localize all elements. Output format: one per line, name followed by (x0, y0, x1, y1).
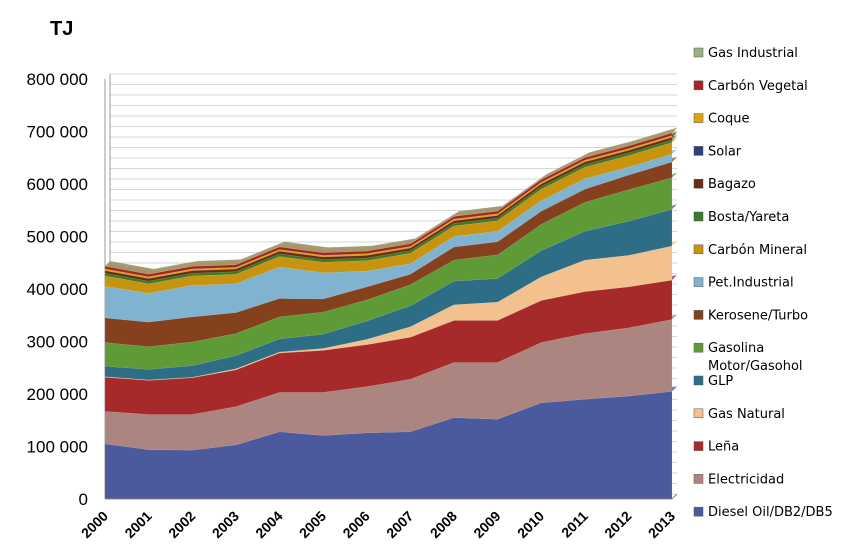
x-tick-label: 2010 (514, 508, 547, 541)
legend-item: Gas Industrial (693, 46, 798, 61)
legend-label-cont: Motor/Gasohol (708, 359, 803, 374)
legend-label: Gasolina (708, 341, 764, 356)
legend-item: Electricidad (693, 472, 784, 487)
y-tick-label: 500 000 (27, 228, 88, 247)
x-tick-label: 2007 (383, 508, 416, 541)
x-tick-label: 2011 (558, 508, 591, 541)
x-tick-label: 2012 (601, 508, 634, 541)
legend-item: Diesel Oil/DB2/DB5 (693, 505, 833, 520)
legend-item: Gas Natural (693, 407, 785, 422)
legend-swatch (693, 146, 704, 156)
legend: Gas Industrial Carbón Vegetal Coque Solar Ba… (693, 46, 833, 520)
legend-swatch (693, 277, 704, 287)
y-tick-label: 800 000 (27, 70, 88, 89)
legend-item: Leña (693, 440, 739, 455)
legend-label: Gas Natural (708, 407, 785, 422)
y-axis: 0 100 000 200 000 300 000 400 000 500 000 600 … (27, 70, 88, 509)
legend-swatch (693, 375, 704, 386)
legend-swatch (693, 47, 704, 58)
area-ridge (105, 127, 677, 274)
x-tick-label: 2006 (339, 508, 372, 541)
legend-swatch (693, 211, 704, 222)
x-tick-label: 2005 (296, 508, 329, 541)
legend-swatch (693, 178, 704, 189)
x-tick-label: 2003 (209, 508, 242, 541)
x-tick-label: 2002 (165, 508, 198, 541)
legend-label: Bagazo (708, 177, 756, 192)
legend-swatch (693, 342, 704, 353)
legend-item: Bosta/Yareta (693, 210, 789, 225)
areas (104, 127, 677, 500)
legend-label: Carbón Mineral (708, 243, 807, 258)
legend-item: Bagazo (693, 177, 756, 192)
area-series (104, 208, 673, 381)
legend-label: GLP (708, 374, 733, 389)
legend-label: Leña (708, 440, 739, 455)
x-tick-label: 2009 (470, 508, 503, 541)
x-tick-label: 2008 (427, 508, 460, 541)
legend-label: Coque (708, 112, 750, 127)
legend-item: GLP (693, 374, 733, 389)
y-tick-label: 100 000 (27, 438, 88, 457)
x-tick-label: 2013 (645, 508, 678, 541)
legend-swatch (693, 408, 704, 419)
area-series (104, 136, 673, 279)
x-tick-label: 2000 (78, 508, 111, 541)
legend-label: Solar (708, 144, 742, 159)
x-tick-label: 2001 (121, 508, 154, 541)
floor-edge (671, 493, 678, 500)
legend-label: Gas Industrial (708, 46, 798, 61)
legend-swatch (693, 80, 704, 91)
legend-item: Gasolina Motor/Gasohol (693, 341, 803, 374)
legend-label: Kerosene/Turbo (708, 308, 808, 323)
y-tick-label: 200 000 (27, 385, 88, 404)
legend-label: Diesel Oil/DB2/DB5 (708, 505, 833, 520)
legend-item: Pet.Industrial (693, 276, 794, 291)
y-tick-label: 700 000 (27, 123, 88, 142)
legend-item: Kerosene/Turbo (693, 308, 808, 323)
y-tick-label: 600 000 (27, 175, 88, 194)
legend-swatch (693, 310, 704, 320)
legend-item: Carbón Vegetal (693, 79, 808, 94)
legend-label: Electricidad (708, 472, 784, 487)
legend-swatch (693, 506, 704, 517)
legend-label: Bosta/Yareta (708, 210, 789, 225)
unit-label: TJ (50, 18, 74, 40)
legend-item: Coque (693, 112, 750, 127)
legend-swatch (693, 244, 704, 255)
area-series (104, 279, 673, 415)
y-tick-label: 400 000 (27, 280, 88, 299)
y-tick-label: 300 000 (27, 333, 88, 352)
legend-swatch (693, 474, 704, 484)
legend-item: Carbón Mineral (693, 243, 807, 258)
legend-label: Pet.Industrial (708, 276, 794, 291)
area-series (104, 177, 673, 370)
y-tick-label: 0 (79, 490, 88, 509)
x-tick-label: 2004 (252, 508, 285, 541)
legend-swatch (693, 113, 704, 123)
legend-item: Solar (693, 144, 742, 159)
legend-label: Carbón Vegetal (708, 79, 808, 94)
area-series (104, 132, 673, 275)
legend-swatch (693, 441, 704, 451)
x-axis: 2000 2001 2002 2003 2004 2005 2006 2007 2008 2009… (78, 508, 678, 541)
